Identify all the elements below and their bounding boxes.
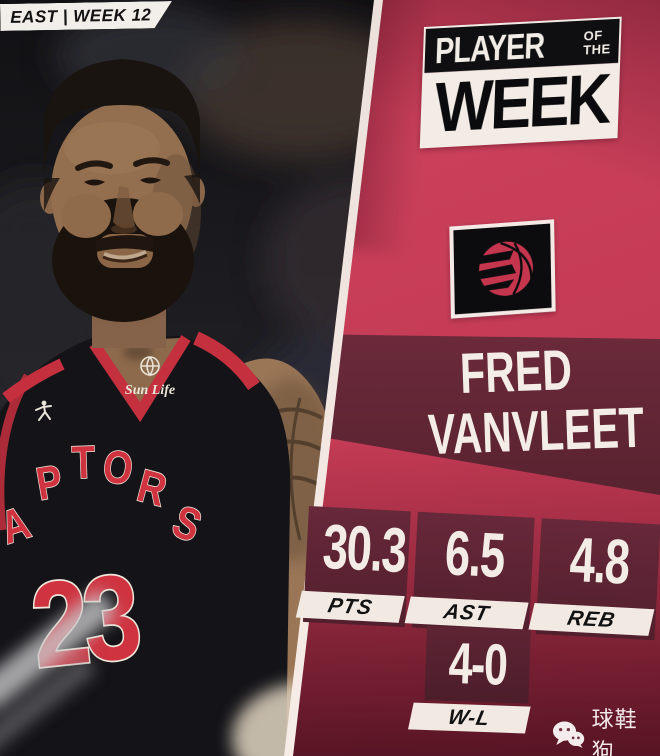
wechat-icon xyxy=(552,721,585,748)
sunlife-globe-icon xyxy=(140,356,160,377)
team-logo-box xyxy=(449,219,556,319)
stat-rebounds: 4.8 REB xyxy=(528,518,660,641)
potw-the: THE xyxy=(582,41,611,58)
conference-week-badge: EAST | WEEK 12 xyxy=(0,1,172,31)
potw-ofthe-text: OF THE xyxy=(583,28,611,58)
jersey-shoulder-trim xyxy=(193,331,260,391)
svg-text:T: T xyxy=(71,436,96,488)
sunlife-patch: Sun Life xyxy=(125,356,175,398)
record-band: W-L xyxy=(407,702,531,734)
record-value: 4-0 xyxy=(447,630,508,698)
potw-week-box: WEEK xyxy=(419,59,621,149)
stat-assists-band: AST xyxy=(404,596,529,630)
stat-assists-label: AST xyxy=(441,599,492,625)
stat-points-label: PTS xyxy=(325,593,375,619)
conference-week-text: EAST | WEEK 12 xyxy=(10,4,152,27)
player-last-name: VANVLEET xyxy=(426,395,645,468)
svg-text:O: O xyxy=(100,440,135,495)
player-name: FRED VANVLEET xyxy=(390,338,645,468)
stat-points-value: 30.3 xyxy=(321,511,408,587)
player-first-name: FRED xyxy=(459,338,573,406)
hair xyxy=(44,59,200,178)
moustache xyxy=(96,234,153,252)
raptors-logo xyxy=(466,241,533,296)
stat-rebounds-value: 4.8 xyxy=(567,524,631,598)
sunlife-text: Sun Life xyxy=(125,383,175,398)
stat-points-band: PTS xyxy=(295,590,405,623)
watermark: 球鞋狗 xyxy=(552,702,660,756)
player-jersey xyxy=(0,331,291,756)
jumpman-logo xyxy=(35,400,52,421)
claw-marks xyxy=(466,250,516,292)
stat-assists-value: 6.5 xyxy=(443,518,506,592)
player-head xyxy=(40,59,205,348)
jersey-vneck-trim xyxy=(89,335,191,423)
potw-week-text: WEEK xyxy=(433,59,611,148)
stat-rebounds-band: REB xyxy=(528,602,655,636)
record-group: 4-0 W-L xyxy=(407,626,531,734)
stat-rebounds-label: REB xyxy=(565,606,618,632)
stats-row: 30.3 PTS 6.5 AST 4.8 REB xyxy=(295,506,660,641)
watermark-text: 球鞋狗 xyxy=(591,707,638,756)
record-label: W-L xyxy=(446,705,493,730)
stat-points: 30.3 PTS xyxy=(295,506,411,628)
potw-player-text: PLAYER xyxy=(434,24,546,72)
stat-assists: 6.5 AST xyxy=(404,511,535,634)
player-of-the-week-logo: PLAYER OF THE WEEK xyxy=(419,16,622,149)
record-box: 4-0 xyxy=(424,626,531,704)
